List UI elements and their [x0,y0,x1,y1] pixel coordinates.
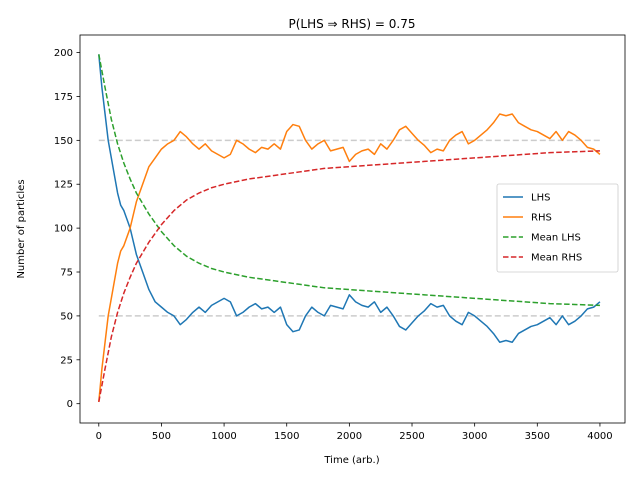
x-tick-label: 4000 [587,431,612,442]
y-tick-label: 25 [60,355,73,366]
legend-label: LHS [531,193,550,204]
y-tick-label: 150 [54,136,73,147]
x-tick-label: 3500 [525,431,550,442]
x-axis-ticks: 0 500 1000 1500 2000 2500 3000 3500 4000 [96,423,613,442]
x-tick-label: 2000 [337,431,362,442]
legend-label: Mean LHS [531,233,581,244]
y-axis-label: Number of particles [16,179,27,278]
x-tick-label: 1000 [211,431,236,442]
x-tick-label: 1500 [274,431,299,442]
series-line-mean-lhs [98,54,600,307]
y-tick-label: 100 [54,224,73,235]
plot-content [98,54,601,403]
legend-box [496,183,619,273]
chart-title: P(LHS ⇒ RHS) = 0.75 [289,17,416,31]
y-tick-label: 0 [67,399,73,410]
series-line-rhs [98,113,601,403]
series-line-mean-rhs [98,150,600,403]
plot-frame [79,34,626,424]
series-line-lhs [98,54,601,343]
y-tick-label: 175 [54,92,73,103]
legend-label: Mean RHS [531,253,582,264]
legend-label: RHS [531,213,552,224]
y-tick-label: 75 [60,268,73,279]
y-axis-ticks: 0 25 50 75 100 125 150 175 200 [54,48,80,410]
plot-series-group [98,54,601,403]
x-axis-label: Time (arb.) [323,455,379,466]
y-tick-label: 125 [54,180,73,191]
legend: LHS RHS Mean LHS Mean RHS [496,183,619,273]
x-tick-label: 3000 [462,431,487,442]
y-tick-label: 200 [54,48,73,59]
y-tick-label: 50 [60,311,73,322]
x-tick-label: 500 [152,431,171,442]
x-tick-label: 0 [96,431,102,442]
x-tick-label: 2500 [399,431,424,442]
